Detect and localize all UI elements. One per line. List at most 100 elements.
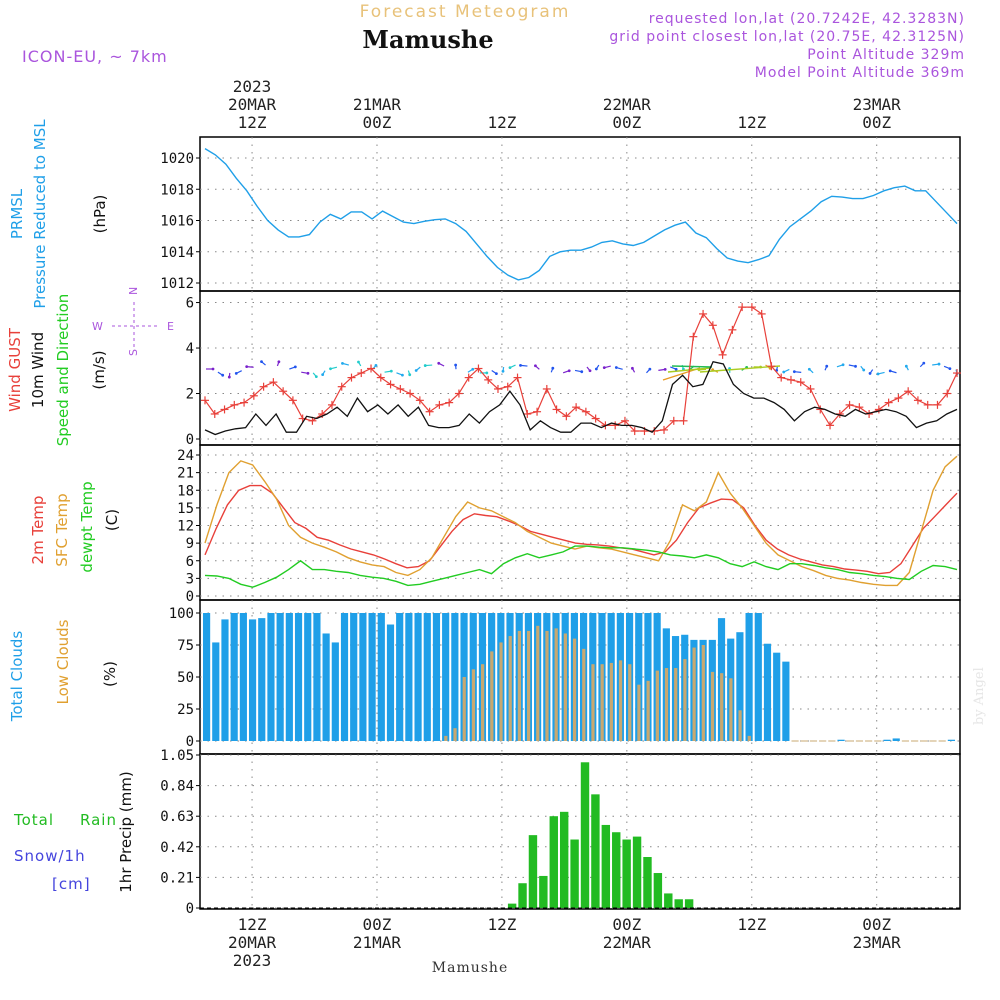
- wind-arrow-head: [534, 364, 537, 368]
- time-label-top: 22MAR: [603, 95, 652, 114]
- time-label-top: 12Z: [238, 113, 267, 132]
- wind-arrow: [671, 365, 713, 368]
- y-tick-label: 6: [186, 296, 194, 312]
- wind-arrow-head: [663, 367, 667, 371]
- bar-low-clouds: [444, 735, 448, 741]
- label-rain: Rain: [80, 811, 117, 829]
- wind-compass: N S W E: [92, 287, 174, 356]
- bar-low-clouds: [618, 660, 623, 741]
- bar-rain: [622, 839, 631, 908]
- bar-rain: [612, 832, 621, 908]
- label-low-clouds: Low Clouds: [54, 619, 72, 704]
- y-tick-label: 0.84: [160, 779, 194, 795]
- wind-arrow-head: [408, 373, 412, 377]
- time-label-top: 2023: [233, 77, 272, 96]
- time-label-bottom: 00Z: [862, 915, 891, 934]
- bar-rain: [580, 762, 590, 908]
- requested-coords: requested lon,lat (20.7242E, 42.3283N): [649, 11, 965, 27]
- compass-n: N: [127, 287, 140, 295]
- wind-arrow-head: [260, 360, 263, 364]
- wind-arrow-head: [862, 368, 866, 372]
- bar-total-clouds: [276, 613, 284, 741]
- bar-total-clouds: [442, 613, 450, 741]
- wind-arrow-head: [211, 367, 215, 371]
- bar-total-clouds: [892, 738, 900, 741]
- bar-total-clouds: [763, 643, 772, 741]
- panel-clouds: 0 25 50 75 100: [169, 599, 961, 755]
- panels: 1012101410161018102002460369121518212402…: [160, 136, 961, 917]
- wind-arrow-head: [792, 370, 796, 374]
- time-label-bottom: 12Z: [487, 915, 516, 934]
- wind-arrow-head: [948, 367, 952, 371]
- bar-low-clouds: [554, 628, 558, 741]
- bar-low-clouds: [600, 664, 604, 741]
- bar-total-clouds: [405, 613, 413, 741]
- bar-total-clouds: [837, 739, 845, 741]
- bar-total-clouds: [248, 619, 257, 741]
- bar-rain: [518, 883, 527, 908]
- bar-low-clouds: [637, 684, 641, 741]
- wind-arrow-head: [227, 375, 231, 379]
- bar-total-clouds: [322, 633, 330, 741]
- wind-arrow-head: [221, 373, 225, 377]
- y-tick-label: 100: [169, 606, 194, 622]
- time-label-top: 12Z: [737, 113, 766, 132]
- time-label-bottom: 12Z: [737, 915, 766, 934]
- wind-arrow-head: [293, 365, 297, 369]
- time-label-bottom: 00Z: [363, 915, 392, 934]
- model-point-altitude: Model Point Altitude 369m: [755, 65, 965, 81]
- bar-low-clouds: [609, 662, 613, 741]
- wind-arrow-head: [807, 367, 811, 371]
- bar-low-clouds: [517, 630, 522, 741]
- bar-rain: [674, 899, 683, 908]
- bar-rain: [632, 836, 642, 908]
- footer-location: Mamushe: [432, 960, 508, 976]
- time-label-bottom: 2023: [233, 951, 272, 970]
- bar-low-clouds: [536, 625, 540, 741]
- bar-low-clouds: [729, 678, 733, 741]
- wind-arrow-head: [501, 369, 505, 373]
- bar-rain: [653, 873, 663, 908]
- bar-total-clouds: [947, 739, 955, 741]
- compass-w: W: [92, 320, 103, 333]
- time-label-bottom: 12Z: [238, 915, 267, 934]
- bar-rain: [528, 835, 538, 908]
- bar-total-clouds: [267, 613, 275, 741]
- wind-arrows: [206, 360, 959, 381]
- bar-total-clouds: [423, 613, 431, 741]
- panel-frame: [199, 136, 961, 292]
- wind-arrow-head: [551, 366, 555, 370]
- bar-low-clouds: [655, 670, 659, 741]
- label-10m-wind: 10m Wind: [29, 332, 47, 408]
- bar-rain: [507, 903, 517, 908]
- label-pressure-msl: Pressure Reduced to MSL: [31, 119, 49, 309]
- bar-total-clouds: [396, 613, 404, 741]
- bar-low-clouds: [646, 680, 650, 741]
- wind-arrow-head: [234, 371, 238, 375]
- wind-arrow-head: [437, 361, 441, 365]
- bar-low-clouds: [508, 636, 512, 741]
- wind-arrow-head: [567, 369, 571, 373]
- time-label-bottom: 23MAR: [853, 933, 902, 952]
- bar-rain: [570, 839, 579, 908]
- wind-arrow-head: [594, 367, 598, 371]
- bar-total-clouds: [359, 613, 367, 741]
- wind-arrow-head: [841, 363, 845, 367]
- bar-low-clouds: [701, 645, 705, 741]
- series-dewpt-temp: [204, 545, 958, 588]
- bar-total-clouds: [294, 613, 303, 741]
- bar-low-clouds: [453, 728, 457, 741]
- y-tick-label: 75: [177, 638, 194, 654]
- bar-rain: [684, 899, 694, 908]
- wind-arrow-head: [494, 372, 498, 376]
- wind-arrow-head: [631, 366, 634, 370]
- time-label-top: 00Z: [363, 113, 392, 132]
- wind-arrow-head: [357, 360, 360, 364]
- bar-low-clouds: [720, 673, 724, 741]
- wind-arrow-head: [401, 373, 404, 377]
- bar-total-clouds: [239, 613, 247, 741]
- product-title: Forecast Meteogram: [360, 2, 571, 22]
- bar-low-clouds: [664, 668, 669, 741]
